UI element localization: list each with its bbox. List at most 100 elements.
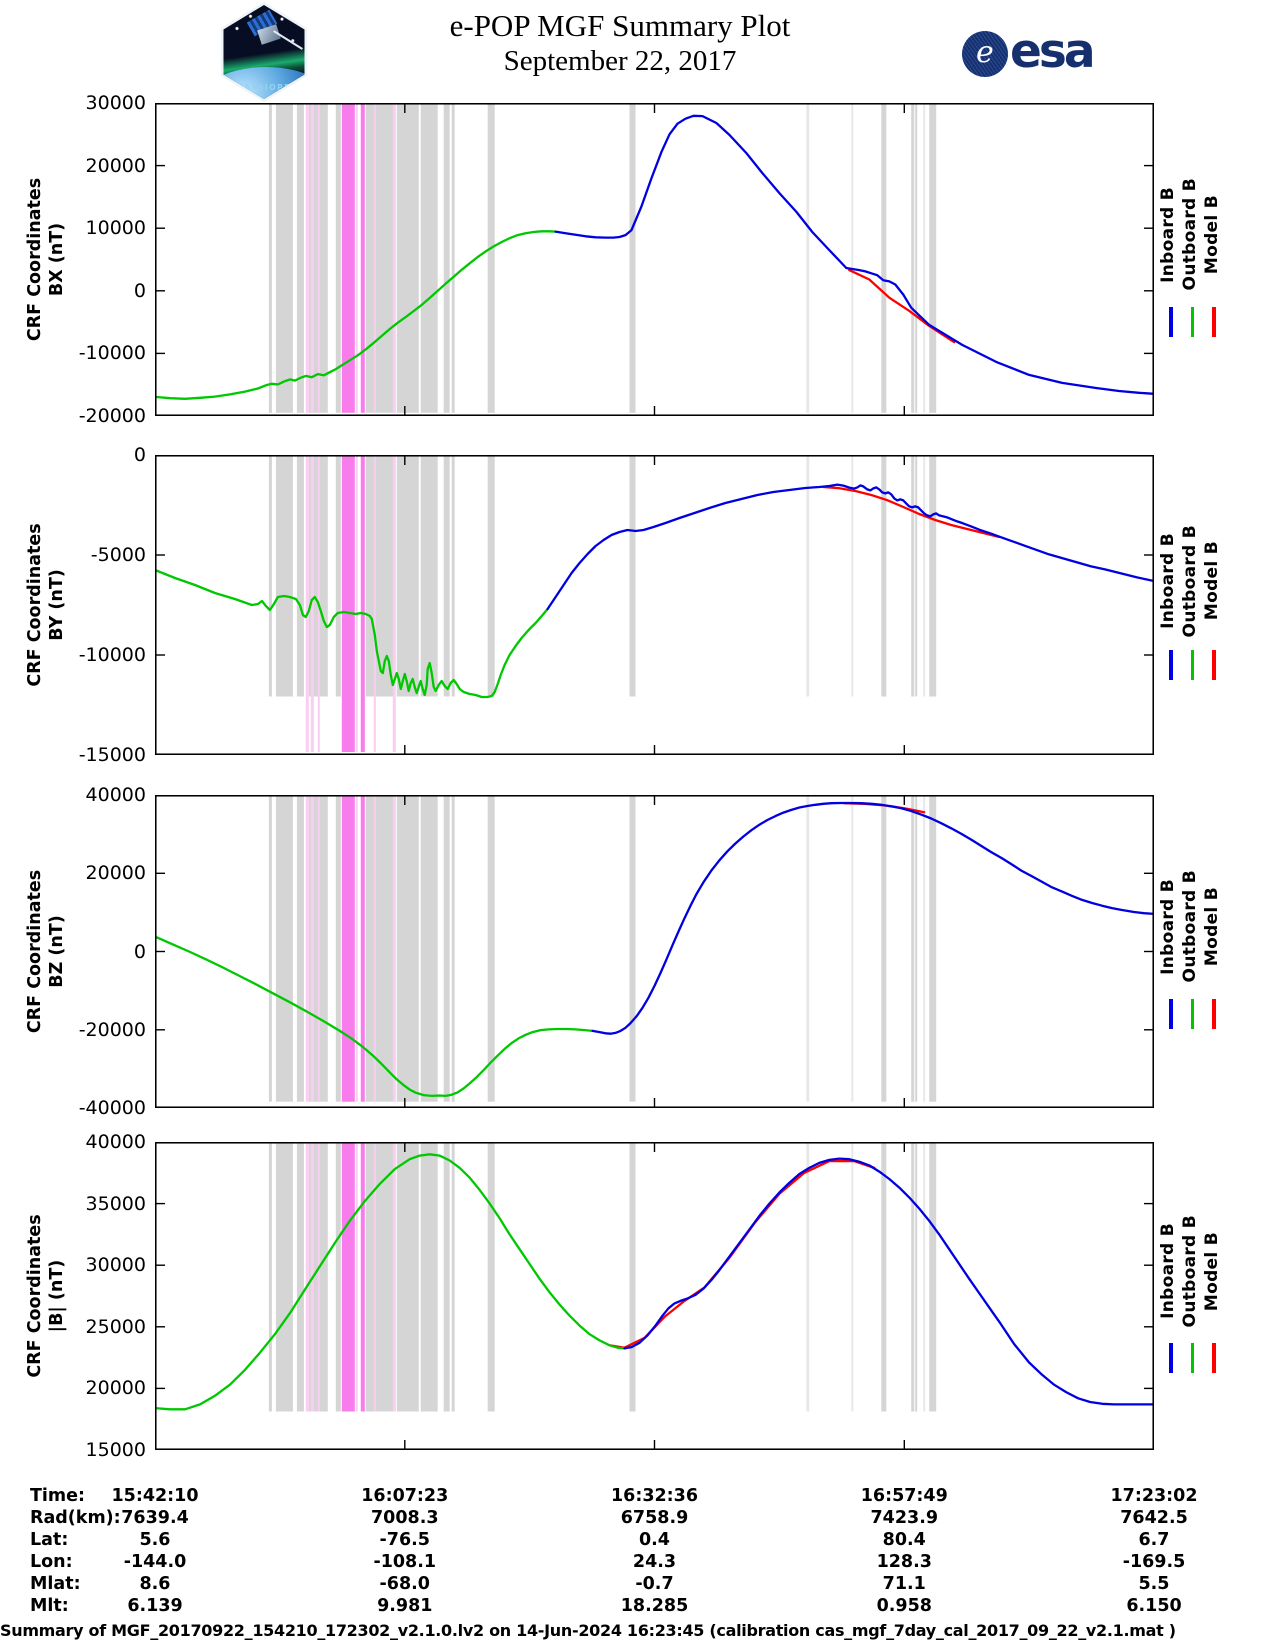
event-band-pink xyxy=(355,796,358,1102)
table-cell: 8.6 xyxy=(139,1574,171,1594)
event-band-gray xyxy=(911,104,915,413)
event-band-magenta xyxy=(341,1143,355,1412)
legend-swatches-BZ xyxy=(1160,999,1225,1030)
y-tick-label: 25000 xyxy=(85,1315,146,1338)
legend-swatches-BY xyxy=(1160,650,1225,680)
event-band-pink xyxy=(310,456,314,752)
event-band-gray xyxy=(443,796,450,1102)
y-tick-label: 40000 xyxy=(85,1131,146,1153)
y-tick-label: 35000 xyxy=(85,1192,146,1215)
legend-swatches-Bmag xyxy=(1160,1342,1225,1373)
event-band-gray xyxy=(268,456,272,697)
table-cell: 7639.4 xyxy=(121,1508,189,1528)
legend-swatch-outboard xyxy=(1190,1342,1194,1373)
event-band-pink xyxy=(317,796,320,1102)
plot-area-Bmag xyxy=(155,1142,1154,1450)
y-tick-label: 0 xyxy=(133,279,146,302)
page-subtitle: September 22, 2017 xyxy=(503,45,737,77)
event-band-gray xyxy=(629,1143,636,1412)
esa-wordmark: esa xyxy=(1010,24,1096,79)
table-cell: 6.7 xyxy=(1138,1530,1170,1550)
y-axis-label-line1: CRF Coordinates xyxy=(25,869,45,1034)
table-cell: 0.4 xyxy=(638,1530,670,1550)
table-cell: 16:07:23 xyxy=(361,1486,449,1506)
legend-label-model: Model B xyxy=(1202,541,1222,621)
table-cell: -108.1 xyxy=(373,1552,437,1572)
event-band-gray xyxy=(268,1143,272,1412)
event-band-gray xyxy=(365,456,394,697)
y-axis-label-line1: CRF Coordinates xyxy=(25,177,45,342)
event-band-light xyxy=(806,104,810,413)
y-axis-label-Bmag: CRF Coordinates |B| (nT) xyxy=(24,1142,68,1450)
y-tick-label: -20000 xyxy=(78,405,146,427)
event-band-magenta xyxy=(360,796,365,1102)
event-band-gray xyxy=(275,104,293,413)
series-inboard-BZ xyxy=(591,801,1154,1035)
legend-swatch-model xyxy=(1212,650,1216,680)
legend-label-inboard: Inboard B xyxy=(1158,1223,1178,1320)
event-band-gray xyxy=(275,456,293,697)
y-tick-label: 20000 xyxy=(85,1377,146,1400)
event-band-gray xyxy=(365,104,394,413)
cassiope-mission-patch: CASSIOPE xyxy=(220,2,308,102)
event-band-gray xyxy=(629,796,636,1102)
legend-label-model: Model B xyxy=(1202,194,1222,274)
y-tick-label: 30000 xyxy=(85,92,146,114)
event-band-pink xyxy=(317,1143,320,1412)
series-inboard-BX xyxy=(554,114,1154,395)
legend-swatch-inboard xyxy=(1169,1342,1173,1373)
event-band-gray xyxy=(396,1143,419,1412)
event-band-gray xyxy=(396,104,419,413)
header-titles: e-POP MGF Summary Plot September 22, 201… xyxy=(320,8,920,78)
event-band-gray xyxy=(487,456,495,697)
legend-label-outboard: Outboard B xyxy=(1180,524,1200,638)
event-band-magenta xyxy=(360,104,365,413)
series-outboard-BZ xyxy=(155,935,594,1098)
plot-area-BZ xyxy=(155,795,1154,1108)
y-tick-label: -15000 xyxy=(78,744,146,766)
event-band-gray xyxy=(268,104,272,413)
event-band-magenta xyxy=(341,456,355,752)
series-inboard-Bmag xyxy=(623,1157,1154,1406)
y-tick-label: -40000 xyxy=(78,1097,146,1119)
event-band-pink xyxy=(305,104,309,413)
event-band-pink xyxy=(310,104,314,413)
legend-label-inboard: Inboard B xyxy=(1158,878,1178,975)
y-tick-label: 10000 xyxy=(85,217,146,240)
event-band-gray xyxy=(929,796,937,1102)
event-band-gray xyxy=(487,104,495,413)
legend-BZ: Inboard B Outboard B Model B xyxy=(1158,846,1223,1006)
event-band-light xyxy=(806,796,810,1102)
event-band-gray xyxy=(296,1143,304,1412)
legend-swatch-inboard xyxy=(1169,650,1173,680)
legend-BX: Inboard B Outboard B Model B xyxy=(1158,154,1223,314)
event-band-gray xyxy=(296,104,304,413)
table-cell: 15:42:10 xyxy=(111,1486,199,1506)
series-model-BY xyxy=(822,485,1001,539)
event-band-pink xyxy=(392,1143,396,1412)
event-band-gray xyxy=(487,1143,495,1412)
event-band-pink xyxy=(392,796,396,1102)
event-band-pink xyxy=(373,456,376,752)
table-row-label: Rad(km): xyxy=(30,1508,121,1528)
event-band-gray xyxy=(443,456,450,697)
event-band-gray xyxy=(881,104,887,413)
y-tick-label: 15000 xyxy=(85,1439,146,1461)
legend-label-outboard: Outboard B xyxy=(1180,870,1200,983)
legend-swatch-outboard xyxy=(1190,650,1194,680)
legend-swatch-outboard xyxy=(1190,307,1194,338)
y-axis-label-line2: BZ (nT) xyxy=(47,915,67,988)
event-band-pink xyxy=(355,456,358,752)
y-tick-label: 20000 xyxy=(85,862,146,885)
y-tick-label: 40000 xyxy=(85,784,146,806)
event-band-gray xyxy=(296,456,304,697)
event-band-light xyxy=(851,104,854,413)
event-band-light xyxy=(923,104,926,413)
legend-label-inboard: Inboard B xyxy=(1158,186,1178,283)
legend-swatches-BX xyxy=(1160,307,1225,338)
event-band-gray xyxy=(396,456,419,697)
table-cell: 5.6 xyxy=(139,1530,171,1550)
event-band-pink xyxy=(392,104,396,413)
event-band-gray xyxy=(335,456,341,697)
table-cell: 7008.3 xyxy=(370,1508,439,1528)
